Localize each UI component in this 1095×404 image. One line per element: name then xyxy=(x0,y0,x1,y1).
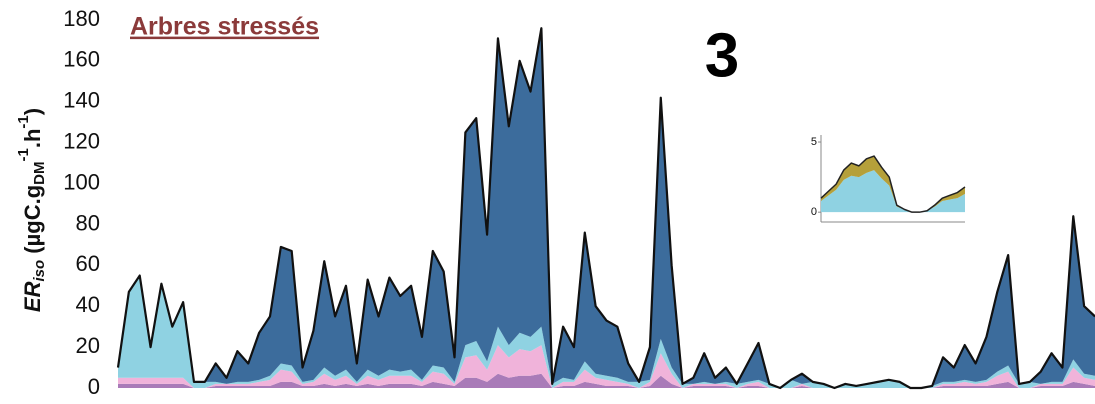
y-label-part: -1 xyxy=(15,148,32,161)
y-tick-label: 100 xyxy=(63,169,100,194)
y-label-part: (µgC.g xyxy=(20,185,45,260)
y-label-part: ER xyxy=(20,281,45,312)
area xyxy=(118,373,1095,388)
y-tick-label: 60 xyxy=(76,251,100,276)
outline xyxy=(820,155,966,213)
area xyxy=(821,156,965,213)
y-tick-label: 0 xyxy=(811,206,817,218)
y-tick-label: 80 xyxy=(76,210,100,235)
y-label-part: ) xyxy=(20,108,45,115)
panel-label: 3 xyxy=(705,21,739,90)
y-tick-label: 20 xyxy=(76,333,100,358)
y-tick-label: 5 xyxy=(811,136,817,148)
area xyxy=(821,170,965,213)
y-label-part: .h xyxy=(20,129,45,149)
y-tick-label: 40 xyxy=(76,292,100,317)
y-tick-label: 0 xyxy=(88,374,100,399)
y-label-part: DM xyxy=(31,162,48,185)
area xyxy=(118,28,1095,389)
y-tick-label: 120 xyxy=(63,128,100,153)
outline xyxy=(116,27,1095,390)
chart-title: Arbres stressés xyxy=(130,13,319,41)
y-label-part: iso xyxy=(31,260,48,282)
y-axis-label: ERiso (µgC.gDM-1.h-1) xyxy=(15,108,48,312)
y-label-part: -1 xyxy=(15,115,32,128)
y-tick-label: 160 xyxy=(63,47,100,72)
y-tick-label: 180 xyxy=(63,6,100,31)
y-tick-label: 140 xyxy=(63,88,100,113)
area xyxy=(118,345,1095,388)
